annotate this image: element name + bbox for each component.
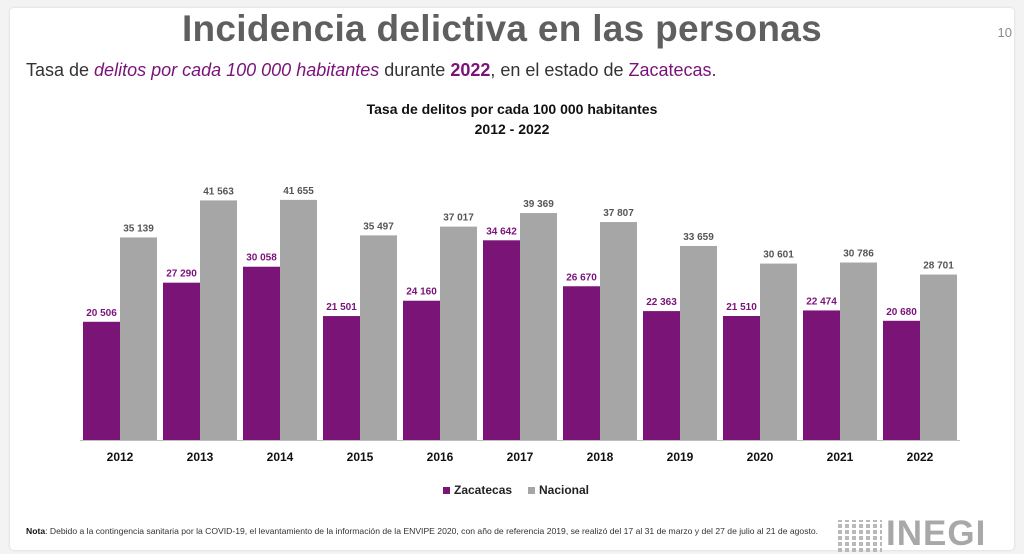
inegi-logo-text: INEGI [886,514,987,553]
x-tick-label-2017: 2017 [507,450,534,464]
footnote-label: Nota [26,526,46,536]
subtitle-middle2: , en el estado de [490,60,629,80]
data-label-zacatecas-2012: 20 506 [86,308,117,319]
subtitle-emphasis: delitos por cada 100 000 habitantes [94,60,380,80]
subtitle-prefix: Tasa de [26,60,95,80]
data-label-nacional-2015: 35 497 [363,221,394,232]
subtitle-suffix: . [711,60,717,80]
legend-swatch-nacional [528,487,535,494]
data-label-zacatecas-2015: 21 501 [326,302,357,313]
bar-zacatecas-2020 [723,316,760,440]
bar-nacional-2020 [760,263,797,440]
x-tick-label-2020: 2020 [747,450,774,464]
data-label-zacatecas-2020: 21 510 [726,302,757,313]
bar-zacatecas-2012 [83,321,120,440]
data-label-zacatecas-2018: 26 670 [566,272,597,283]
legend-label-zacatecas: Zacatecas [454,483,512,497]
x-tick-label-2015: 2015 [347,450,374,464]
data-label-nacional-2016: 37 017 [443,213,474,224]
inegi-grid-icon [838,520,882,552]
data-label-zacatecas-2021: 22 474 [806,296,837,307]
bar-zacatecas-2018 [563,286,600,440]
data-label-nacional-2017: 39 369 [523,199,554,210]
data-label-nacional-2021: 30 786 [843,249,874,260]
subtitle-middle: durante [379,60,451,80]
page-title: Incidencia delictiva en las personas [181,8,823,49]
data-label-nacional-2014: 41 655 [283,186,314,197]
chart-subtitle: 2012 - 2022 [474,121,550,137]
x-tick-label-2014: 2014 [267,450,294,464]
x-tick-label-2021: 2021 [827,450,854,464]
bar-nacional-2022 [920,274,957,440]
data-label-zacatecas-2014: 30 058 [246,253,277,264]
bar-nacional-2019 [680,245,717,440]
bar-nacional-2016 [440,226,477,440]
bar-nacional-2012 [120,237,157,440]
x-tick-label-2016: 2016 [427,450,454,464]
inegi-logo: INEGI [838,512,1018,553]
slide-subtitle: Tasa de delitos por cada 100 000 habitan… [26,60,717,81]
bar-zacatecas-2013 [163,282,200,440]
bar-zacatecas-2017 [483,240,520,440]
data-label-nacional-2018: 37 807 [603,208,634,219]
data-label-zacatecas-2013: 27 290 [166,269,197,280]
data-label-nacional-2013: 41 563 [203,186,234,197]
data-label-zacatecas-2019: 22 363 [646,297,677,308]
bar-nacional-2014 [280,199,317,440]
bar-zacatecas-2022 [883,320,920,440]
bar-nacional-2013 [200,200,237,440]
bar-zacatecas-2016 [403,300,440,440]
x-tick-label-2019: 2019 [667,450,694,464]
chart-title: Tasa de delitos por cada 100 000 habitan… [366,101,658,117]
bar-zacatecas-2019 [643,311,680,440]
legend-swatch-zacatecas [443,487,450,494]
chart-title-block: Tasa de delitos por cada 100 000 habitan… [0,99,1024,139]
footnote: Nota: Debido a la contingencia sanitaria… [26,525,826,537]
data-label-zacatecas-2016: 24 160 [406,287,437,298]
x-tick-label-2018: 2018 [587,450,614,464]
subtitle-state: Zacatecas [628,60,712,80]
bar-zacatecas-2015 [323,316,360,440]
bar-nacional-2017 [520,213,557,440]
data-label-zacatecas-2017: 34 642 [486,226,517,237]
bar-zacatecas-2014 [243,266,280,440]
data-label-nacional-2020: 30 601 [763,250,794,261]
bar-nacional-2018 [600,222,637,440]
x-tick-label-2013: 2013 [187,450,214,464]
data-label-nacional-2012: 35 139 [123,223,154,234]
subtitle-year: 2022 [450,60,491,80]
page-number: 10 [997,25,1012,40]
x-tick-label-2022: 2022 [907,450,934,464]
footnote-text: : Debido a la contingencia sanitaria por… [45,526,819,536]
bar-zacatecas-2021 [803,310,840,440]
data-label-nacional-2022: 28 701 [923,261,954,272]
data-label-zacatecas-2022: 20 680 [886,307,917,318]
bar-nacional-2015 [360,235,397,440]
bar-nacional-2021 [840,262,877,440]
data-label-nacional-2019: 33 659 [683,232,714,243]
x-tick-label-2012: 2012 [107,450,134,464]
legend-label-nacional: Nacional [539,483,589,497]
